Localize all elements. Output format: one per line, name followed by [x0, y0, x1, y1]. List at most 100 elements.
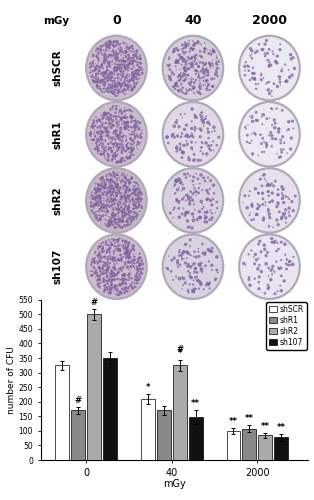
Point: [106, 60, 111, 68]
Point: [95, 52, 100, 60]
Point: [196, 248, 201, 256]
Point: [112, 66, 117, 74]
Point: [106, 183, 111, 191]
Point: [180, 72, 185, 80]
Bar: [141, 399, 155, 460]
Point: [136, 62, 141, 70]
Point: [111, 38, 116, 46]
Point: [138, 198, 143, 205]
Point: [283, 206, 288, 214]
Point: [176, 58, 181, 66]
Point: [93, 254, 98, 262]
Point: [113, 270, 118, 278]
Point: [109, 176, 114, 184]
Point: [125, 244, 130, 252]
Circle shape: [239, 168, 300, 233]
Point: [124, 54, 129, 62]
Point: [91, 186, 96, 194]
Point: [130, 58, 135, 66]
Point: [126, 78, 131, 86]
Point: [124, 176, 129, 184]
Point: [121, 144, 126, 152]
Point: [251, 253, 256, 261]
Point: [140, 70, 145, 78]
Point: [108, 114, 113, 122]
Point: [101, 180, 106, 188]
Point: [207, 86, 212, 94]
Point: [206, 59, 211, 67]
Point: [180, 114, 185, 122]
Point: [127, 254, 132, 262]
Point: [123, 284, 128, 292]
Point: [95, 279, 100, 287]
Point: [100, 115, 105, 123]
Point: [96, 64, 101, 72]
Point: [119, 118, 124, 126]
Point: [115, 146, 120, 154]
Point: [123, 122, 128, 130]
Point: [115, 134, 120, 141]
Point: [113, 264, 118, 272]
Point: [101, 137, 106, 145]
Point: [97, 146, 102, 154]
Point: [130, 74, 135, 82]
Point: [205, 195, 210, 203]
Point: [189, 54, 194, 62]
Point: [203, 251, 208, 259]
Point: [128, 253, 133, 261]
Point: [110, 221, 115, 229]
Point: [199, 116, 204, 124]
Point: [130, 70, 135, 78]
Point: [114, 142, 119, 150]
Point: [110, 136, 115, 143]
Point: [189, 44, 194, 52]
Point: [128, 134, 133, 142]
Point: [112, 86, 117, 94]
Point: [121, 144, 126, 152]
Point: [123, 202, 128, 209]
Point: [271, 182, 276, 190]
Point: [174, 79, 179, 87]
Point: [109, 120, 114, 128]
Point: [90, 255, 95, 263]
Point: [106, 116, 111, 124]
Point: [109, 202, 114, 210]
Point: [130, 284, 135, 292]
Point: [129, 246, 134, 254]
Point: [92, 200, 97, 208]
Point: [197, 260, 202, 268]
Point: [116, 268, 122, 276]
Point: [102, 52, 107, 60]
Point: [138, 262, 143, 270]
Point: [113, 56, 118, 64]
Point: [124, 58, 129, 66]
Point: [137, 262, 142, 270]
Point: [116, 146, 121, 154]
Point: [123, 174, 128, 182]
Point: [112, 282, 117, 290]
Point: [201, 118, 206, 126]
Point: [115, 183, 120, 191]
Point: [211, 190, 216, 198]
Point: [119, 254, 124, 262]
Point: [109, 196, 114, 203]
Point: [107, 110, 112, 118]
Point: [287, 195, 292, 203]
Point: [108, 289, 113, 297]
Point: [109, 270, 114, 278]
Point: [129, 218, 134, 226]
Point: [106, 282, 111, 290]
Point: [111, 288, 116, 296]
Point: [103, 114, 108, 122]
Point: [102, 76, 107, 84]
Point: [269, 234, 274, 242]
Point: [95, 137, 100, 145]
Point: [260, 190, 265, 198]
Point: [123, 287, 128, 295]
Point: [107, 217, 112, 225]
Point: [123, 198, 128, 205]
Point: [106, 236, 111, 244]
Point: [174, 178, 179, 186]
Point: [123, 198, 128, 205]
Point: [111, 42, 116, 50]
